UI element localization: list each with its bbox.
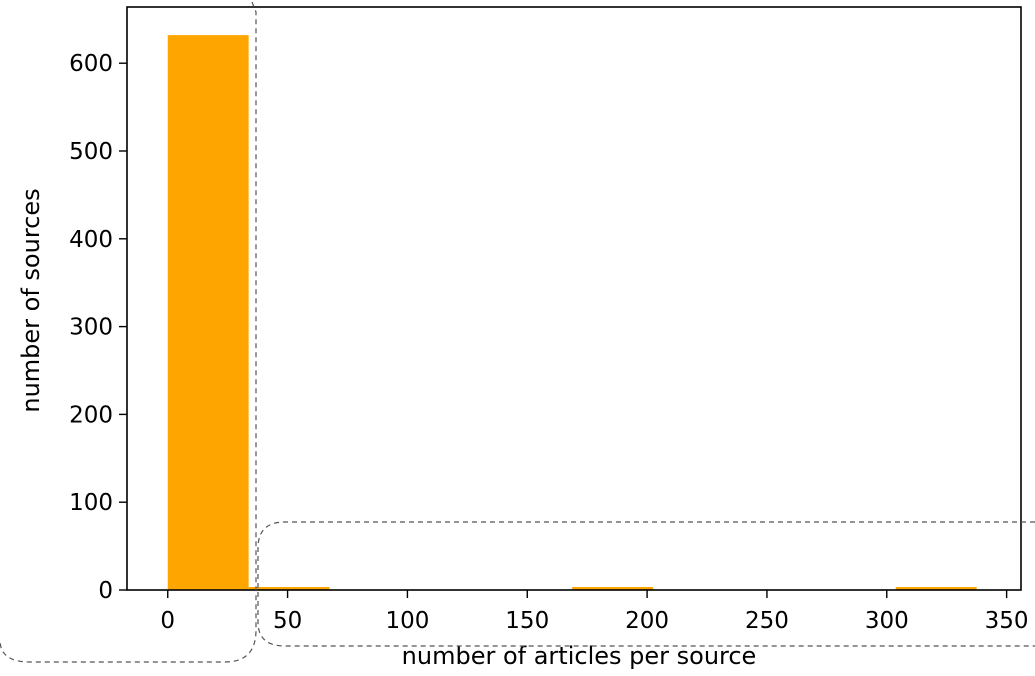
dashed-annotation-bottom [257, 521, 1035, 647]
y-tick-label: 600 [69, 51, 113, 77]
y-tick-label: 300 [69, 315, 113, 341]
x-tick-label: 150 [505, 608, 549, 634]
dashed-annotation-left [0, 1, 257, 663]
x-tick-label: 350 [985, 608, 1029, 634]
histogram-bar-9 [895, 587, 977, 590]
y-axis-label: number of sources [17, 188, 45, 412]
y-tick-label: 200 [69, 402, 113, 428]
x-axis-label: number of articles per source [402, 642, 757, 670]
bars-layer [167, 35, 977, 591]
histogram-bar-5 [572, 587, 654, 590]
histogram-bar-1 [248, 587, 330, 590]
x-tick-label: 200 [625, 608, 669, 634]
y-tick-label: 100 [69, 490, 113, 516]
x-tick-label: 300 [865, 608, 909, 634]
plot-frame [126, 6, 1022, 591]
x-tick-label: 50 [273, 608, 302, 634]
y-tick-label: 400 [69, 227, 113, 253]
y-tick-label: 500 [69, 139, 113, 165]
ticks-layer: 0 50 100 150 200 250 300 350 0 100 200 300 400 500 600 [69, 51, 1028, 634]
y-tick-label: 0 [98, 578, 113, 604]
x-tick-label: 100 [385, 608, 429, 634]
x-tick-label: 0 [160, 608, 175, 634]
histogram-bar-0 [167, 35, 249, 591]
x-tick-label: 250 [745, 608, 789, 634]
